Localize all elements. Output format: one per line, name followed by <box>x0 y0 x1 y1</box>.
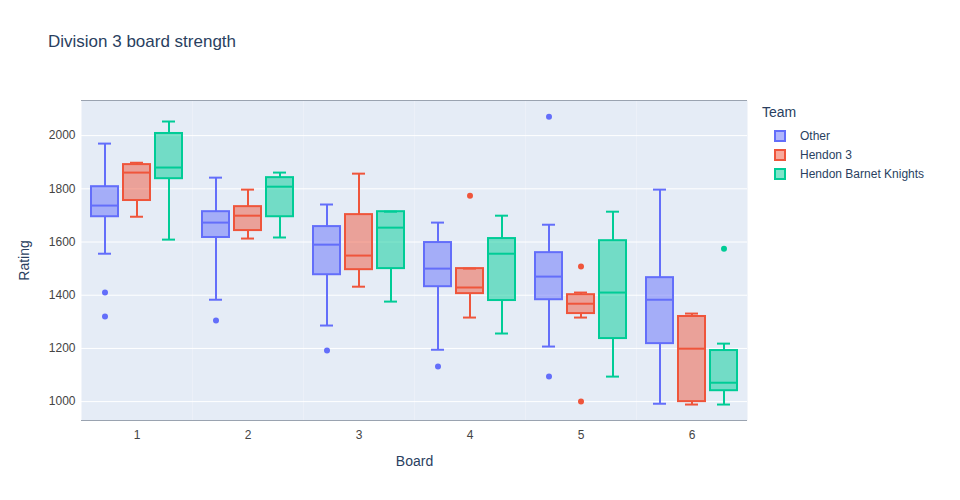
svg-text:1400: 1400 <box>49 288 76 302</box>
html-text:Hendon Barnet Knights: Hendon Barnet Knights <box>800 166 925 181</box>
svg-text:1800: 1800 <box>49 182 76 196</box>
svg-text:2: 2 <box>245 428 252 442</box>
html-text:Hendon 3: Hendon 3 <box>800 147 852 162</box>
svg-text:3: 3 <box>356 428 363 442</box>
svg-text:Rating: Rating <box>16 240 32 280</box>
svg-text:Board: Board <box>396 453 433 469</box>
svg-text:1200: 1200 <box>49 341 76 355</box>
svg-text:5: 5 <box>578 428 585 442</box>
svg-text:1000: 1000 <box>49 394 76 408</box>
html-text:Other: Other <box>800 128 830 143</box>
svg-text:1: 1 <box>134 428 141 442</box>
svg-text:2000: 2000 <box>49 128 76 142</box>
svg-text:4: 4 <box>467 428 474 442</box>
svg-text:1600: 1600 <box>49 235 76 249</box>
html-text:Team: Team <box>762 104 797 120</box>
svg-text:6: 6 <box>689 428 696 442</box>
html-text:Division 3 board strength: Division 3 board strength <box>48 32 236 51</box>
